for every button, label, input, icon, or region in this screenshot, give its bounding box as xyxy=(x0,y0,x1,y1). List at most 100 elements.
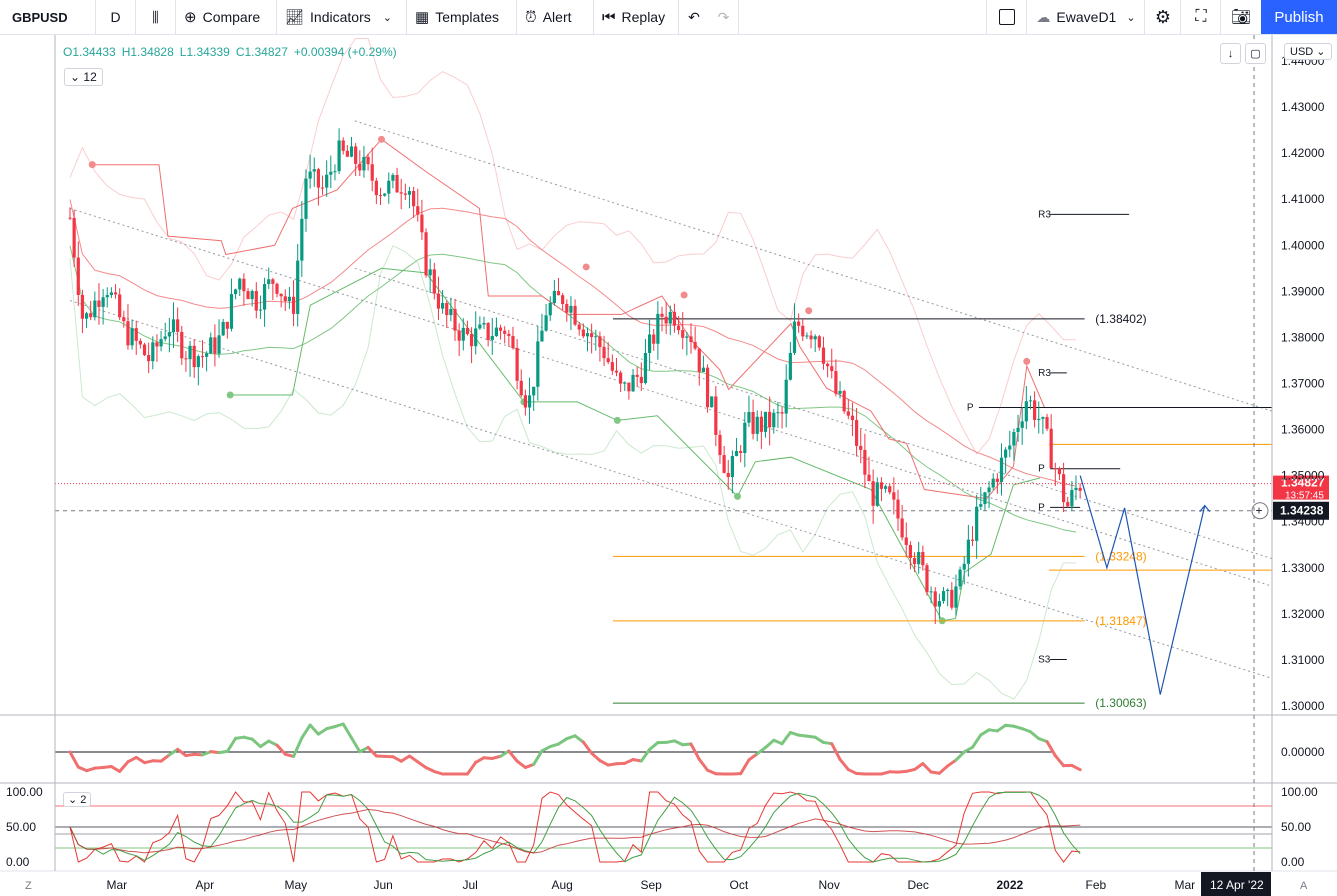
osc1-segment xyxy=(358,745,370,754)
y-tick-label: 1.43000 xyxy=(1281,100,1325,114)
candle-body xyxy=(751,412,755,434)
candle-body xyxy=(772,412,776,428)
candle-body xyxy=(97,300,101,307)
candle-body xyxy=(349,146,354,157)
osc1-segment xyxy=(275,743,287,756)
candle-body xyxy=(610,362,614,371)
interval-button[interactable]: D xyxy=(96,0,136,34)
y-tick-label: 1.32000 xyxy=(1281,607,1325,621)
templates-button[interactable]: ▦ Templates xyxy=(407,0,517,34)
symbol-search[interactable]: GBPUSD xyxy=(0,0,96,34)
indicators-button[interactable]: 📈︎ Indicators ⌄ xyxy=(277,0,407,34)
candle-body xyxy=(664,316,668,324)
candle-body xyxy=(147,355,151,362)
indicators-toggle[interactable]: ⌄ 12 xyxy=(64,68,103,86)
redo-button[interactable]: ↷ xyxy=(709,0,739,34)
fib-level-label: (1.30063) xyxy=(1095,696,1146,710)
candle-body xyxy=(250,291,254,300)
candle-body xyxy=(478,324,482,329)
candle-body xyxy=(93,300,97,318)
snapshot-button[interactable]: 📷︎ xyxy=(1220,0,1261,34)
alarm-clock-icon: ⏰︎ xyxy=(525,8,537,26)
fib-level-label: (1.31847) xyxy=(1095,614,1146,628)
candle-body xyxy=(490,336,494,340)
layout-name-button[interactable]: ☁︎ EwaveD1 ⌄ xyxy=(1026,0,1145,34)
candle-body xyxy=(958,569,962,587)
osc1-segment xyxy=(697,757,710,772)
candle-body xyxy=(378,195,383,197)
candle-body xyxy=(1028,400,1033,402)
candle-body xyxy=(937,601,941,607)
candle-body xyxy=(126,321,130,346)
candle-body xyxy=(991,478,995,488)
candle-body xyxy=(776,412,780,414)
candle-body xyxy=(523,395,527,408)
candle-body xyxy=(755,416,759,434)
osc1-segment xyxy=(159,753,171,763)
trail-dot-green xyxy=(613,416,621,424)
osc-toggle[interactable]: ⌄ 2 xyxy=(63,792,92,807)
osc1-segment xyxy=(557,737,569,746)
y-tick-label: 1.33000 xyxy=(1281,561,1325,575)
candle-body xyxy=(329,171,333,175)
replay-button[interactable]: ⏮︎ Replay xyxy=(594,0,679,34)
candle-body xyxy=(548,303,552,316)
axes: 1.30000 1.31000 1.32000 1.33000 1.34000 1.350… xyxy=(0,35,1337,896)
candle-body xyxy=(1049,428,1053,469)
osc2-axis-label: 50.00 xyxy=(1281,820,1311,834)
candle-body xyxy=(792,321,797,353)
candle-body xyxy=(714,396,718,435)
currency-select[interactable]: USD ⌄ xyxy=(1284,43,1332,60)
osc1-segment xyxy=(764,738,776,749)
candle-body xyxy=(246,291,250,300)
arrow-down-icon: ↓ xyxy=(1227,47,1234,60)
candle-body xyxy=(838,390,842,394)
candle-body xyxy=(623,382,627,384)
layout-select-button[interactable] xyxy=(986,0,1027,34)
candle-body xyxy=(130,328,134,346)
settings-button[interactable]: ⚙︎ xyxy=(1144,0,1181,34)
pivot-label: P xyxy=(1038,464,1045,475)
symbol-label: GBPUSD xyxy=(12,9,68,25)
osc1-segment xyxy=(830,742,842,761)
candles xyxy=(68,128,1082,624)
compare-button[interactable]: ⊕ Compare xyxy=(176,0,277,34)
osc2-left-label: 100.00 xyxy=(6,785,43,799)
candle-body xyxy=(176,319,180,332)
osc1-segment xyxy=(598,759,610,767)
candle-body xyxy=(987,487,991,493)
undo-button[interactable]: ↶ xyxy=(679,0,709,34)
osc1-segment xyxy=(979,728,991,737)
candle-body xyxy=(1070,490,1074,507)
layout-name-label: EwaveD1 xyxy=(1056,9,1117,25)
chevron-down-icon: ⌄ xyxy=(1316,46,1326,58)
alert-button[interactable]: ⏰︎ Alert xyxy=(517,0,594,34)
candle-body xyxy=(594,336,598,338)
candle-body xyxy=(689,336,693,343)
candle-body xyxy=(482,322,486,325)
scroll-down-button[interactable]: ↓ xyxy=(1220,43,1241,64)
chart-type-button[interactable]: ⫼ xyxy=(136,0,176,34)
osc1-segment xyxy=(1028,730,1041,741)
chart-area[interactable]: (1.38402)(1.33248)(1.31847)(1.30063)R3R3… xyxy=(0,35,1337,896)
pivot-label: P xyxy=(967,402,974,413)
osc1-segment xyxy=(648,741,660,752)
last-price-badge-bg xyxy=(1273,475,1329,500)
candle-body xyxy=(407,191,412,195)
maximize-pane-button[interactable]: ▢ xyxy=(1245,43,1266,64)
wave-projection[interactable] xyxy=(1079,475,1211,695)
candle-body xyxy=(122,317,126,322)
indicators-label: Indicators xyxy=(310,9,371,25)
fullscreen-button[interactable]: ⛶ xyxy=(1180,0,1221,34)
osc1-segment xyxy=(366,745,378,758)
alert-label: Alert xyxy=(542,9,572,25)
candle-body xyxy=(180,331,184,359)
x-tick-label: Aug xyxy=(552,878,573,892)
candle-body xyxy=(788,352,792,380)
publish-button[interactable]: Publish xyxy=(1261,0,1337,34)
candle-body xyxy=(730,456,734,478)
candle-body xyxy=(768,411,772,428)
candle-body xyxy=(888,486,892,493)
candle-body xyxy=(113,292,118,295)
candle-body xyxy=(320,187,325,189)
